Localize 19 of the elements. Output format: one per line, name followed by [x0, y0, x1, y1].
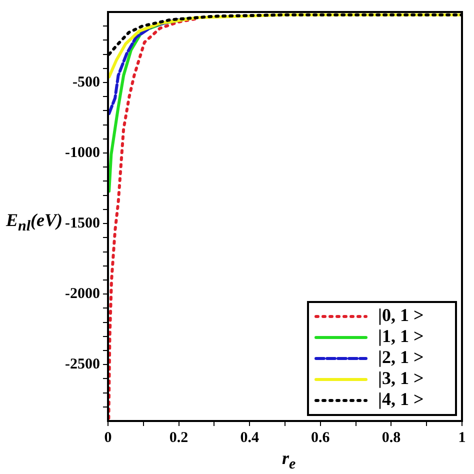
x-axis-title: r$_{e}$	[282, 448, 296, 474]
x-tick-label: 1	[458, 430, 466, 446]
x-tick-label: 0	[104, 430, 112, 446]
x-tick-label: 0.6	[311, 430, 330, 446]
y-tick-label: -1500	[64, 215, 100, 232]
legend-label: |3, 1 >	[378, 368, 424, 388]
legend-label: |2, 1 >	[378, 347, 424, 368]
y-tick-label: -1000	[64, 144, 100, 161]
legend-label: |1, 1 >	[378, 326, 424, 346]
y-tick-label: -2500	[64, 356, 100, 372]
y-tick-label: -500	[72, 74, 100, 90]
x-tick-label: 0.4	[240, 430, 260, 446]
x-tick-label: 0.8	[382, 430, 401, 446]
y-axis-title: E$_{nl}$(eV)	[6, 210, 63, 236]
legend-label: |0, 1 >	[378, 305, 424, 326]
y-tick-label: -2000	[64, 286, 100, 302]
legend-label: |4, 1 >	[378, 389, 424, 410]
line-series	[108, 18, 180, 116]
x-tick-label: 0.2	[169, 430, 188, 446]
